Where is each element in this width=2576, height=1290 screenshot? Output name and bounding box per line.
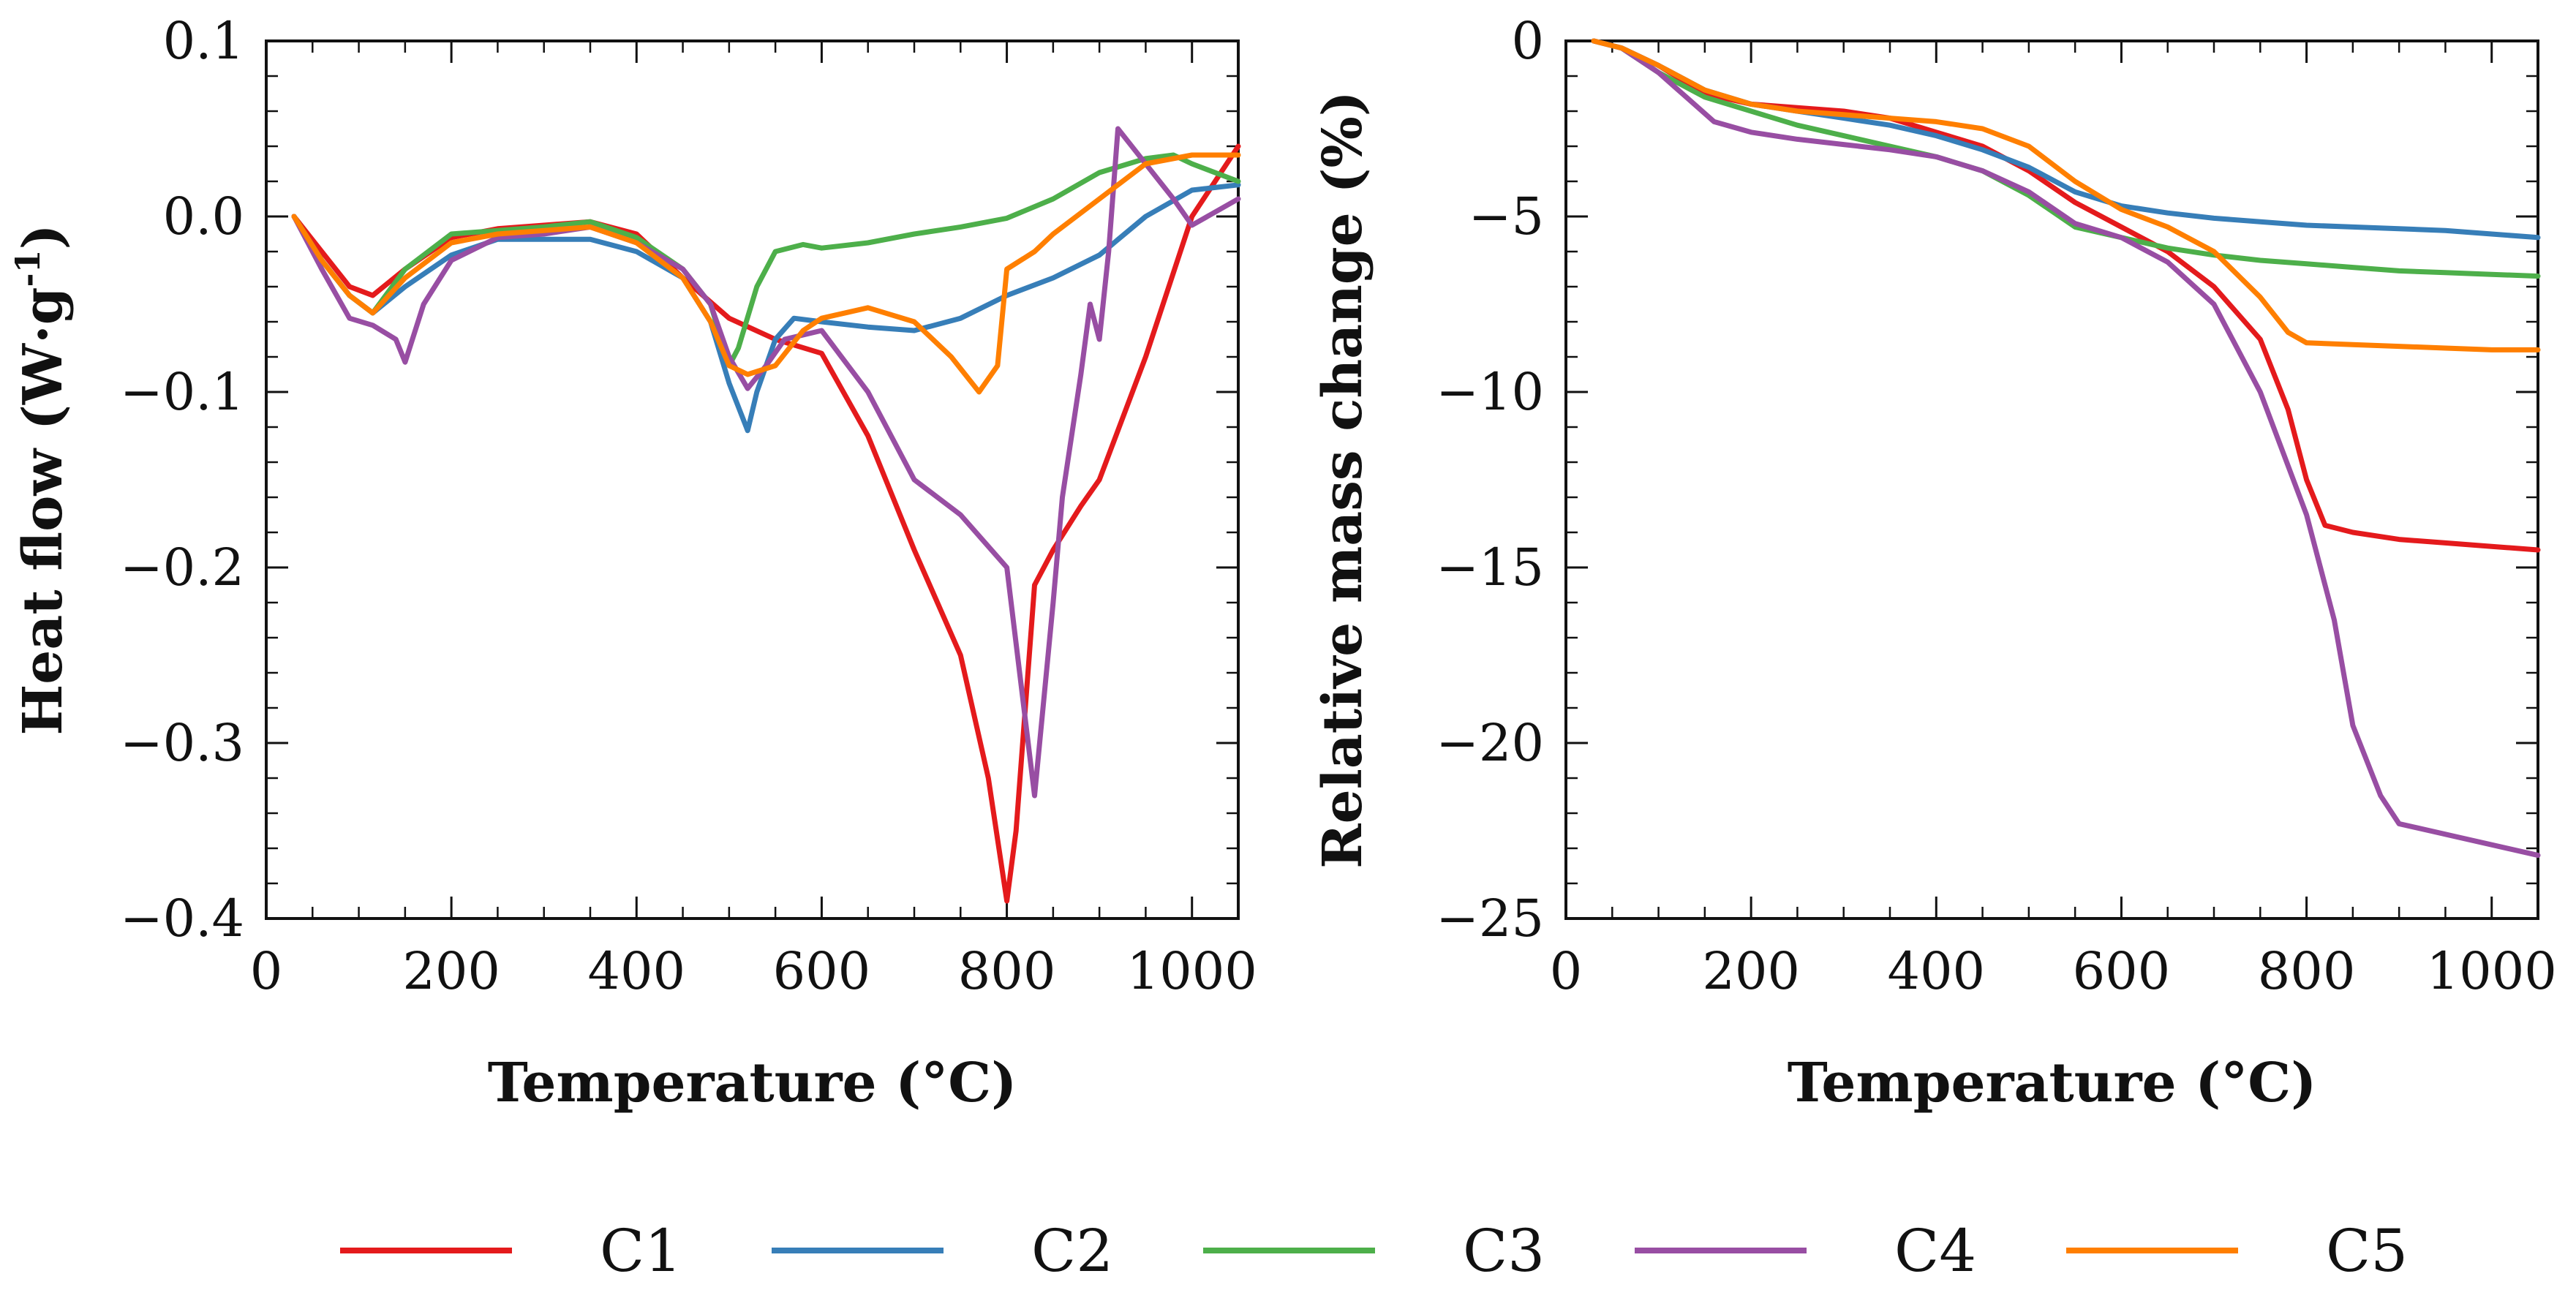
plot-frame [265, 39, 1240, 920]
series-line-c3 [1591, 38, 2541, 279]
y-axis-title-superscript: -1 [8, 249, 48, 287]
y-axis-title-main: Heat flow (W·g [12, 287, 75, 735]
series-line-c5 [1591, 38, 2541, 352]
series-line-c4 [291, 126, 1241, 799]
y-tick-label: 0 [1511, 11, 1544, 71]
series-line-c1 [291, 143, 1241, 904]
x-tick-label: 0 [1550, 941, 1583, 1001]
y-tick-label: −0.2 [120, 538, 244, 597]
y-tick-label: −5 [1469, 186, 1544, 246]
y-tick-label: 0.0 [163, 186, 244, 246]
x-axis-title: Temperature (°C) [488, 1052, 1017, 1114]
x-tick-label: 600 [2073, 941, 2171, 1001]
legend-label-c5: C5 [2326, 1217, 2408, 1285]
x-tick-label: 1000 [2427, 941, 2557, 1001]
x-tick-label: 200 [1702, 941, 1800, 1001]
mass-change-chart: 0 200 400 600 800 1000 0 −5 −10 −15 −20 −25 Temperat… [1311, 11, 2557, 1114]
y-axis-title-close: ) [12, 224, 75, 249]
y-tick-label: −0.3 [120, 713, 244, 773]
y-tick-label: −25 [1436, 889, 1544, 948]
y-tick-label: −0.4 [120, 889, 244, 948]
plot-frame [1564, 39, 2539, 920]
y-tick-label: −0.1 [120, 362, 244, 422]
x-tick-label: 800 [2258, 941, 2356, 1001]
y-tick-label: −10 [1436, 362, 1544, 422]
x-tick-label: 400 [1887, 941, 1985, 1001]
x-tick-label: 200 [402, 941, 500, 1001]
y-tick-label: 0.1 [163, 11, 244, 71]
x-tick-label: 1000 [1127, 941, 1257, 1001]
x-tick-label: 400 [587, 941, 685, 1001]
x-axis-title: Temperature (°C) [1788, 1052, 2316, 1114]
series-line-c2 [291, 182, 1241, 434]
series-line-c2 [1591, 38, 2541, 241]
legend-label-c2: C2 [1031, 1217, 1113, 1285]
series-line-c5 [291, 152, 1241, 395]
legend: C1 C2 C3 C4 C5 [340, 1217, 2408, 1285]
series-line-c4 [1591, 38, 2541, 859]
series-line-c1 [1591, 38, 2541, 553]
legend-label-c1: C1 [600, 1217, 682, 1285]
y-axis-title: Heat flow (W·g-1) [8, 224, 75, 735]
x-tick-label: 600 [773, 941, 871, 1001]
legend-label-c3: C3 [1463, 1217, 1545, 1285]
y-tick-label: −20 [1436, 713, 1544, 773]
heat-flow-chart: 0 200 400 600 800 1000 0.1 0.0 −0.1 −0.2 −0.3 −0.4 T… [8, 11, 1257, 1114]
y-tick-label: −15 [1436, 538, 1544, 597]
series-line-c3 [291, 152, 1241, 369]
x-tick-label: 800 [958, 941, 1056, 1001]
legend-label-c4: C4 [1894, 1217, 1976, 1285]
y-axis-title: Relative mass change (%) [1311, 91, 1374, 869]
x-tick-label: 0 [250, 941, 283, 1001]
